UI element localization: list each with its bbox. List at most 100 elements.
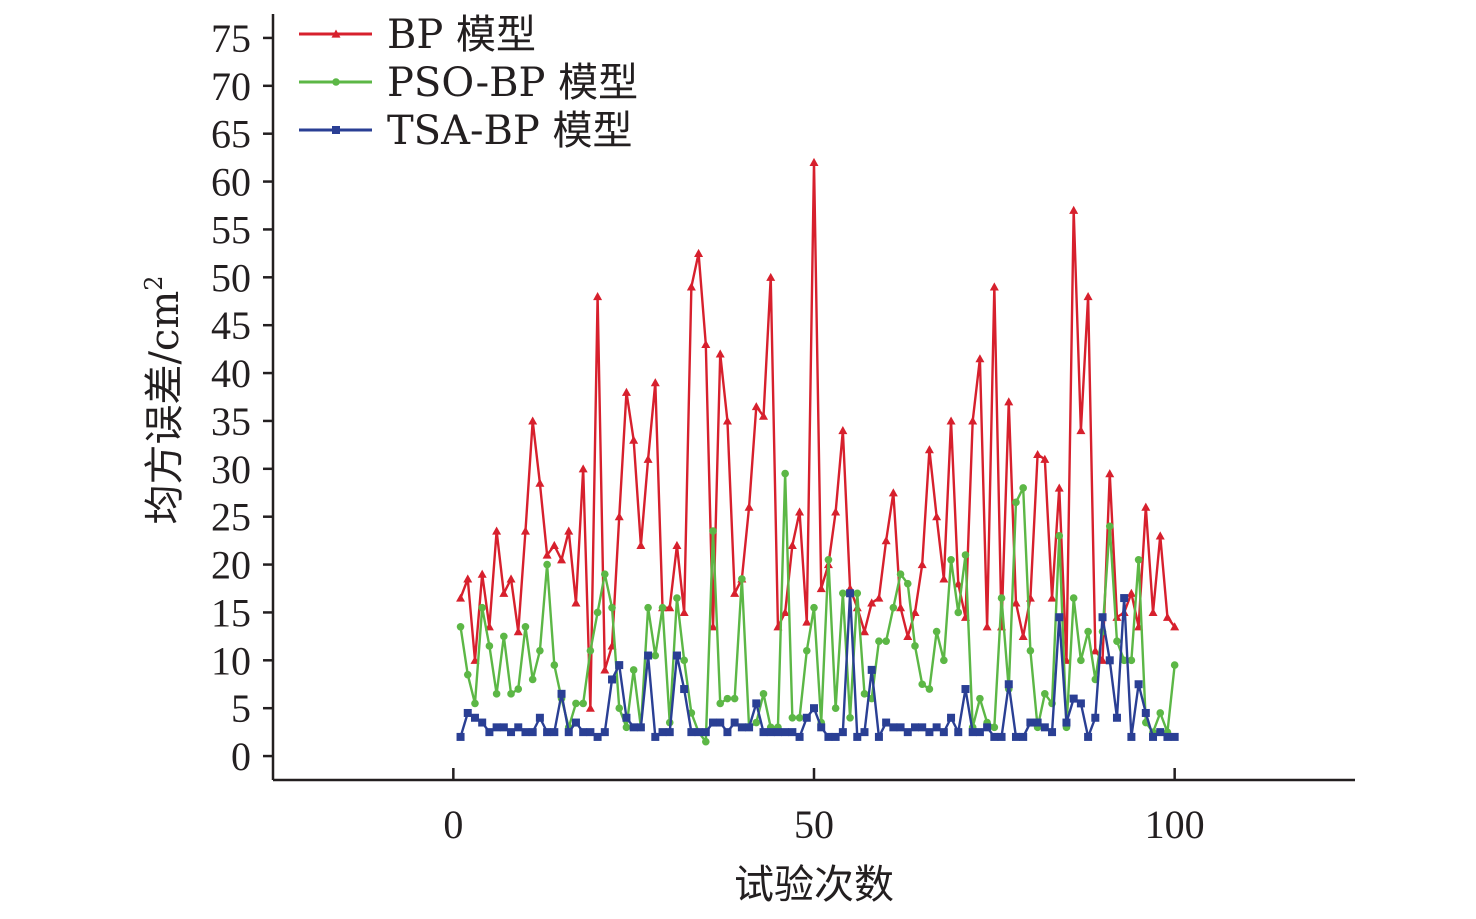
y-tick-label: 25 <box>211 495 251 540</box>
data-point <box>1040 723 1049 732</box>
legend-label: TSA-BP 模型 <box>387 108 633 154</box>
data-point <box>499 723 508 732</box>
data-point <box>701 728 710 737</box>
data-point <box>788 728 797 737</box>
data-point <box>766 272 776 281</box>
data-point <box>658 728 667 737</box>
data-point <box>1076 699 1085 708</box>
data-point <box>896 570 905 578</box>
y-axis-title: 均方误差/cm2 <box>140 275 188 524</box>
data-point <box>679 607 689 617</box>
data-point <box>816 584 826 593</box>
data-point <box>694 728 703 737</box>
y-tick-label: 75 <box>211 16 251 61</box>
data-point <box>593 732 602 741</box>
data-point <box>860 728 869 737</box>
data-point <box>881 536 891 545</box>
data-point <box>629 723 638 732</box>
data-point <box>1077 656 1085 665</box>
data-point <box>665 603 675 612</box>
data-point <box>1170 732 1179 741</box>
data-point <box>954 728 963 737</box>
y-tick-label: 50 <box>211 255 251 300</box>
data-point <box>636 723 645 732</box>
legend-item: TSA-BP 模型 <box>299 108 633 154</box>
data-point <box>514 723 523 732</box>
data-point <box>730 588 740 597</box>
data-point <box>802 617 812 626</box>
data-point <box>514 685 523 693</box>
x-axis-title: 试验次数 <box>734 862 894 908</box>
data-point <box>485 642 494 650</box>
data-point <box>621 387 631 396</box>
data-point <box>989 282 999 291</box>
data-point <box>1033 718 1042 727</box>
data-point <box>810 603 818 612</box>
data-point <box>1162 612 1172 621</box>
data-point <box>874 593 884 602</box>
data-point <box>918 680 926 689</box>
data-point <box>463 574 473 583</box>
data-point <box>874 732 883 741</box>
data-point <box>1134 555 1143 564</box>
data-point <box>983 723 992 732</box>
data-point <box>578 464 588 473</box>
data-point <box>751 402 761 411</box>
data-point <box>1126 588 1136 597</box>
data-point <box>550 661 559 669</box>
data-point <box>492 526 502 535</box>
data-point <box>571 598 581 607</box>
data-point <box>759 728 768 737</box>
data-point <box>686 282 696 291</box>
data-point <box>680 685 689 694</box>
data-point <box>536 646 544 655</box>
data-point <box>1084 732 1093 741</box>
data-point <box>780 607 790 617</box>
data-point <box>478 603 486 612</box>
data-point <box>521 728 530 737</box>
data-point <box>614 512 624 521</box>
data-point <box>982 622 992 631</box>
data-point <box>507 728 516 737</box>
data-point <box>608 603 616 612</box>
data-point <box>535 713 544 722</box>
y-tick-label: 60 <box>211 160 251 205</box>
data-point <box>665 728 674 737</box>
data-point <box>889 723 898 732</box>
y-tick-label: 70 <box>211 64 251 109</box>
data-point <box>470 713 479 722</box>
data-point <box>651 732 660 741</box>
data-point <box>1069 694 1078 703</box>
data-point <box>853 589 862 598</box>
data-point <box>543 560 551 569</box>
data-point <box>896 603 906 612</box>
data-point <box>1019 732 1028 741</box>
data-point <box>593 608 602 617</box>
data-point <box>1004 397 1014 406</box>
data-point <box>961 685 970 694</box>
data-point <box>1098 613 1107 622</box>
data-point <box>585 703 595 712</box>
data-point <box>910 723 919 732</box>
series-line <box>459 592 1175 739</box>
data-point <box>672 651 681 660</box>
data-point <box>1011 732 1020 741</box>
data-point <box>622 713 631 722</box>
data-point <box>1041 690 1049 698</box>
data-point <box>924 445 934 454</box>
data-point <box>1113 637 1121 645</box>
data-point <box>1026 718 1035 727</box>
data-point <box>1069 205 1079 214</box>
data-point <box>1105 522 1114 531</box>
data-point <box>831 732 840 741</box>
data-point <box>1091 713 1100 722</box>
data-point <box>1055 613 1064 622</box>
data-point <box>947 555 955 564</box>
data-point <box>471 699 479 708</box>
data-point <box>535 478 545 487</box>
data-point <box>1105 469 1115 478</box>
series-layer <box>456 157 1180 746</box>
legend-marker <box>331 29 341 38</box>
data-point <box>968 416 978 425</box>
